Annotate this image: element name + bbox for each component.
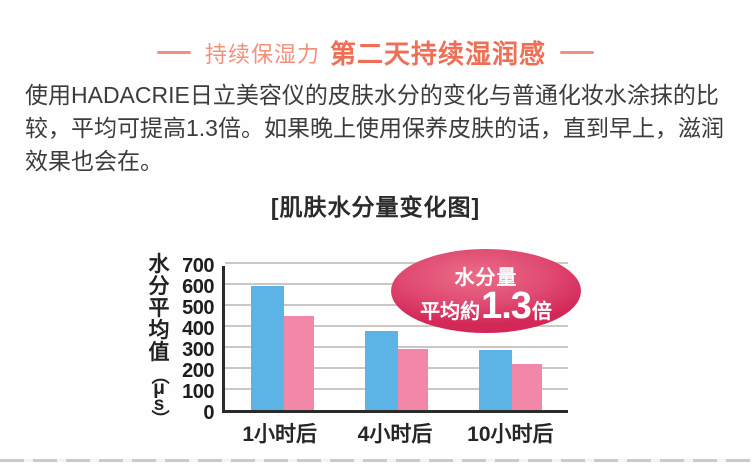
badge-value: 1.3 (481, 284, 532, 327)
description-line: 效果也会在。 (25, 148, 163, 174)
description-line: 使用HADACRIE日立美容仪的皮肤水分的变化与普通化妆水涂抹的比 (25, 82, 719, 108)
y-axis-unit-char: s (153, 394, 165, 415)
y-axis-title-char: 分 (148, 275, 170, 298)
x-tick-label: 4小时后 (357, 423, 433, 446)
y-tick-label: 700 (182, 255, 214, 277)
description-line: 较，平均可提高1.3倍。如果晚上使用保养皮肤的话，直到早上，滋润 (25, 115, 724, 141)
x-axis-labels: 1小时后 4小时后 10小时后 (222, 418, 568, 448)
bar-group-4小时后 (339, 266, 453, 410)
badge-suffix: 倍 (531, 300, 552, 323)
y-axis-unit-char: （ (149, 366, 170, 385)
bar-lotion-pink (283, 315, 314, 410)
y-axis-title-char: 平 (148, 297, 170, 320)
x-tick-label: 10小时后 (467, 423, 554, 446)
bar-group-10小时后 (454, 266, 568, 410)
y-axis-title: 水分平均值 （μ s） (146, 253, 172, 428)
y-axis-unit-char: μ (153, 378, 165, 399)
badge-value-line: 平均約 1.3 倍 (420, 284, 552, 327)
y-tick-label: 200 (182, 360, 214, 382)
gridline (225, 325, 568, 327)
section-header: 持续保湿力 第二天持续湿润感 (0, 34, 751, 71)
y-tick-label: 100 (182, 381, 214, 403)
y-tick-label: 300 (182, 339, 214, 361)
bar-group-1小时后 (225, 266, 339, 410)
badge-prefix: 平均約 (420, 300, 481, 323)
bar-hadacrie-blue (479, 350, 513, 410)
header-subtitle: 持续保湿力 (204, 41, 320, 67)
highlight-badge: 水分量 平均約 1.3 倍 (391, 249, 581, 333)
bar-lotion-pink (397, 349, 428, 410)
gridline (225, 262, 568, 264)
y-axis-unit-char: ） (149, 409, 170, 428)
y-tick-label: 0 (203, 402, 214, 424)
bottom-cutoff-line (0, 459, 751, 462)
y-axis-title-char: 值 (148, 341, 170, 364)
header-title: 第二天持续湿润感 (330, 39, 547, 69)
header-dash-left-icon (156, 51, 191, 54)
y-tick-label: 500 (182, 297, 214, 319)
chart-title: [肌肤水分量变化图] (270, 194, 481, 220)
y-axis-title-char: 均 (148, 319, 170, 342)
x-tick-label: 1小时后 (242, 423, 317, 446)
y-tick-label: 600 (182, 276, 214, 298)
y-axis-title-char: 水 (148, 253, 170, 276)
bar-lotion-pink (512, 363, 543, 410)
y-tick-label: 400 (182, 318, 214, 340)
bar-hadacrie-blue (364, 331, 398, 410)
header-dash-right-icon (560, 51, 595, 54)
badge-label: 水分量 (454, 266, 518, 289)
description-text: 使用HADACRIE日立美容仪的皮肤水分的变化与普通化妆水涂抹的比 较，平均可提高… (25, 79, 737, 178)
bar-hadacrie-blue (250, 286, 284, 410)
